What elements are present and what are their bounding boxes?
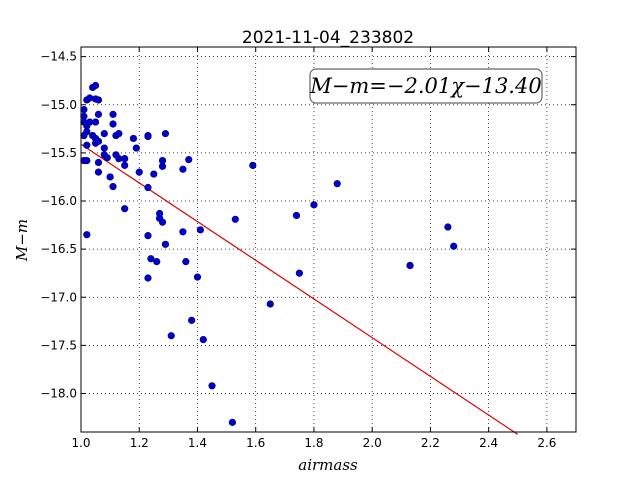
data-point bbox=[266, 300, 274, 308]
data-point bbox=[310, 201, 318, 209]
data-point bbox=[185, 156, 193, 164]
data-point bbox=[121, 161, 129, 169]
data-point bbox=[144, 274, 152, 282]
data-point bbox=[193, 273, 202, 281]
data-point bbox=[83, 141, 91, 149]
y-axis-label: M−m bbox=[13, 219, 31, 262]
data-point bbox=[161, 240, 170, 248]
data-point bbox=[153, 258, 161, 266]
data-point bbox=[158, 162, 167, 170]
data-point bbox=[94, 110, 103, 118]
y-tick-label: −15.0 bbox=[40, 98, 77, 112]
x-tick-label: 1.2 bbox=[130, 436, 149, 450]
data-point bbox=[231, 215, 239, 223]
data-point bbox=[333, 180, 341, 188]
data-point bbox=[144, 132, 152, 141]
data-point bbox=[208, 382, 216, 390]
data-point bbox=[94, 96, 103, 104]
data-point bbox=[144, 232, 152, 240]
chart-title: 2021-11-04_233802 bbox=[242, 28, 414, 48]
data-point bbox=[109, 120, 117, 128]
data-point bbox=[228, 418, 237, 426]
data-point bbox=[115, 130, 123, 138]
data-point bbox=[100, 130, 108, 138]
data-point bbox=[199, 336, 207, 344]
data-point bbox=[196, 226, 204, 234]
x-tick-label: 1.6 bbox=[246, 436, 265, 450]
data-point bbox=[161, 130, 170, 138]
data-point bbox=[167, 332, 175, 340]
data-point bbox=[94, 168, 103, 176]
y-tick-label: −18.0 bbox=[40, 387, 77, 401]
fit-line-layer bbox=[80, 143, 519, 435]
x-tick-label: 1.0 bbox=[71, 436, 90, 450]
y-tick-label: −17.0 bbox=[40, 290, 77, 304]
fit-equation-annotation: M−m=−2.01χ−13.40 bbox=[309, 68, 543, 104]
data-point bbox=[249, 161, 257, 169]
data-point bbox=[188, 316, 196, 324]
data-point bbox=[406, 261, 414, 270]
data-point bbox=[100, 144, 108, 152]
annotation-box bbox=[309, 68, 543, 104]
data-point bbox=[121, 155, 129, 163]
annotation-text: M−m=−2.01χ−13.40 bbox=[309, 74, 541, 98]
axis-ticks: 1.0 1.2 1.4 1.6 1.8 2.0 2.2 2.4 2.6 −14.5 −15.0 −15… bbox=[40, 47, 576, 450]
x-tick-label: 2.4 bbox=[479, 436, 498, 450]
x-tick-label: 2.6 bbox=[537, 436, 556, 450]
fit-line bbox=[80, 143, 519, 435]
y-tick-label: −17.5 bbox=[40, 338, 77, 352]
data-point bbox=[106, 173, 114, 181]
y-tick-label: −15.5 bbox=[40, 146, 77, 160]
data-point bbox=[444, 223, 452, 231]
data-point bbox=[182, 258, 190, 266]
data-point bbox=[80, 105, 88, 114]
data-point bbox=[83, 156, 91, 165]
data-point bbox=[94, 137, 103, 145]
data-point bbox=[179, 165, 187, 173]
data-points bbox=[80, 81, 458, 426]
data-point bbox=[121, 205, 129, 213]
x-tick-label: 2.2 bbox=[421, 436, 440, 450]
x-tick-label: 1.4 bbox=[188, 436, 207, 450]
data-point bbox=[83, 128, 91, 136]
y-tick-label: −14.5 bbox=[40, 50, 77, 64]
data-point bbox=[109, 110, 117, 118]
data-point bbox=[103, 154, 111, 162]
grid bbox=[80, 47, 576, 432]
plot-frame bbox=[80, 46, 577, 433]
y-tick-label: −16.5 bbox=[40, 242, 77, 256]
data-point bbox=[83, 231, 91, 239]
data-point bbox=[147, 255, 155, 263]
data-point bbox=[86, 94, 94, 102]
data-point bbox=[129, 134, 138, 143]
data-point bbox=[158, 218, 167, 226]
data-point bbox=[179, 228, 187, 236]
y-tick-label: −16.0 bbox=[40, 194, 77, 208]
x-axis-label: airmass bbox=[298, 456, 358, 474]
data-point bbox=[450, 242, 458, 250]
x-tick-label: 1.8 bbox=[304, 436, 323, 450]
data-point bbox=[91, 81, 100, 90]
data-point bbox=[150, 170, 158, 178]
data-point bbox=[144, 183, 152, 192]
data-point bbox=[132, 144, 140, 152]
data-point bbox=[91, 118, 100, 126]
x-tick-label: 2.0 bbox=[363, 436, 382, 450]
data-point bbox=[94, 158, 103, 167]
data-point bbox=[292, 211, 301, 220]
data-point bbox=[295, 269, 303, 277]
data-point bbox=[135, 168, 143, 176]
data-point bbox=[109, 182, 117, 191]
